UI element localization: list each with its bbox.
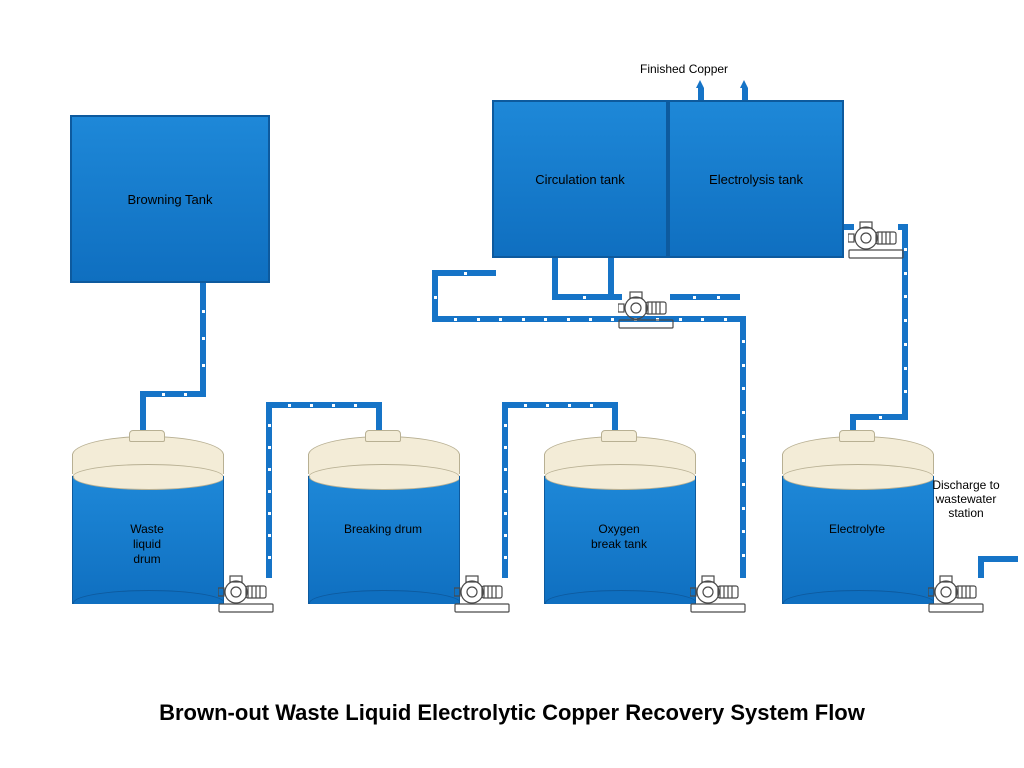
tank-circulation-label: Circulation tank xyxy=(535,172,625,187)
drum-breaking: Breaking drum xyxy=(308,430,458,610)
pipe-p1_top_h xyxy=(266,402,376,408)
discharge-label: Discharge to wastewater station xyxy=(918,478,1014,520)
pump-4 xyxy=(928,574,984,614)
diagram-title: Brown-out Waste Liquid Electrolytic Copp… xyxy=(0,700,1024,726)
pipe-p2_top_h xyxy=(502,402,612,408)
drum-label: Wasteliquiddrum xyxy=(72,522,222,567)
tank-browning: Browning Tank xyxy=(70,115,270,283)
arrow-up-icon xyxy=(696,80,704,88)
pipe-p5_out_h xyxy=(670,294,740,300)
pipe-elec_bottom_out xyxy=(608,258,614,294)
drum-oxygen-break: Oxygenbreak tank xyxy=(544,430,694,610)
drum-waste-liquid: Wasteliquiddrum xyxy=(72,430,222,610)
tank-electrolysis: Electrolysis tank xyxy=(668,100,844,258)
pipe-brown_down_h xyxy=(140,391,206,397)
diagram-stage: { "canvas": { "w": 1024, "h": 768, "bg":… xyxy=(0,0,1024,768)
pipe-p4_out_h xyxy=(978,556,1018,562)
arrow-up-icon xyxy=(740,80,748,88)
pipe-fin_up_2 xyxy=(742,88,748,100)
drum-label: Oxygenbreak tank xyxy=(544,522,694,552)
pipe-brown_to_drum xyxy=(140,391,146,431)
tank-browning-label: Browning Tank xyxy=(127,192,212,207)
tank-electrolysis-label: Electrolysis tank xyxy=(709,172,803,187)
finished-copper-label: Finished Copper xyxy=(640,62,728,76)
pump-6 xyxy=(848,220,904,260)
pump-3 xyxy=(690,574,746,614)
drum-label: Breaking drum xyxy=(308,522,458,537)
drum-electrolyte: Electrolyte xyxy=(782,430,932,610)
pump-1 xyxy=(218,574,274,614)
pipe-fin_up_1 xyxy=(698,88,704,100)
pipe-p2_to_oxy_v xyxy=(612,402,618,432)
pump-2 xyxy=(454,574,510,614)
pipe-p1_to_breaking_v xyxy=(376,402,382,432)
pipe-circ_bottom_out xyxy=(552,258,558,294)
pipe-p3_up_v xyxy=(740,316,746,578)
drum-label: Electrolyte xyxy=(782,522,932,537)
tank-circulation: Circulation tank xyxy=(492,100,668,258)
pump-5 xyxy=(618,290,674,330)
